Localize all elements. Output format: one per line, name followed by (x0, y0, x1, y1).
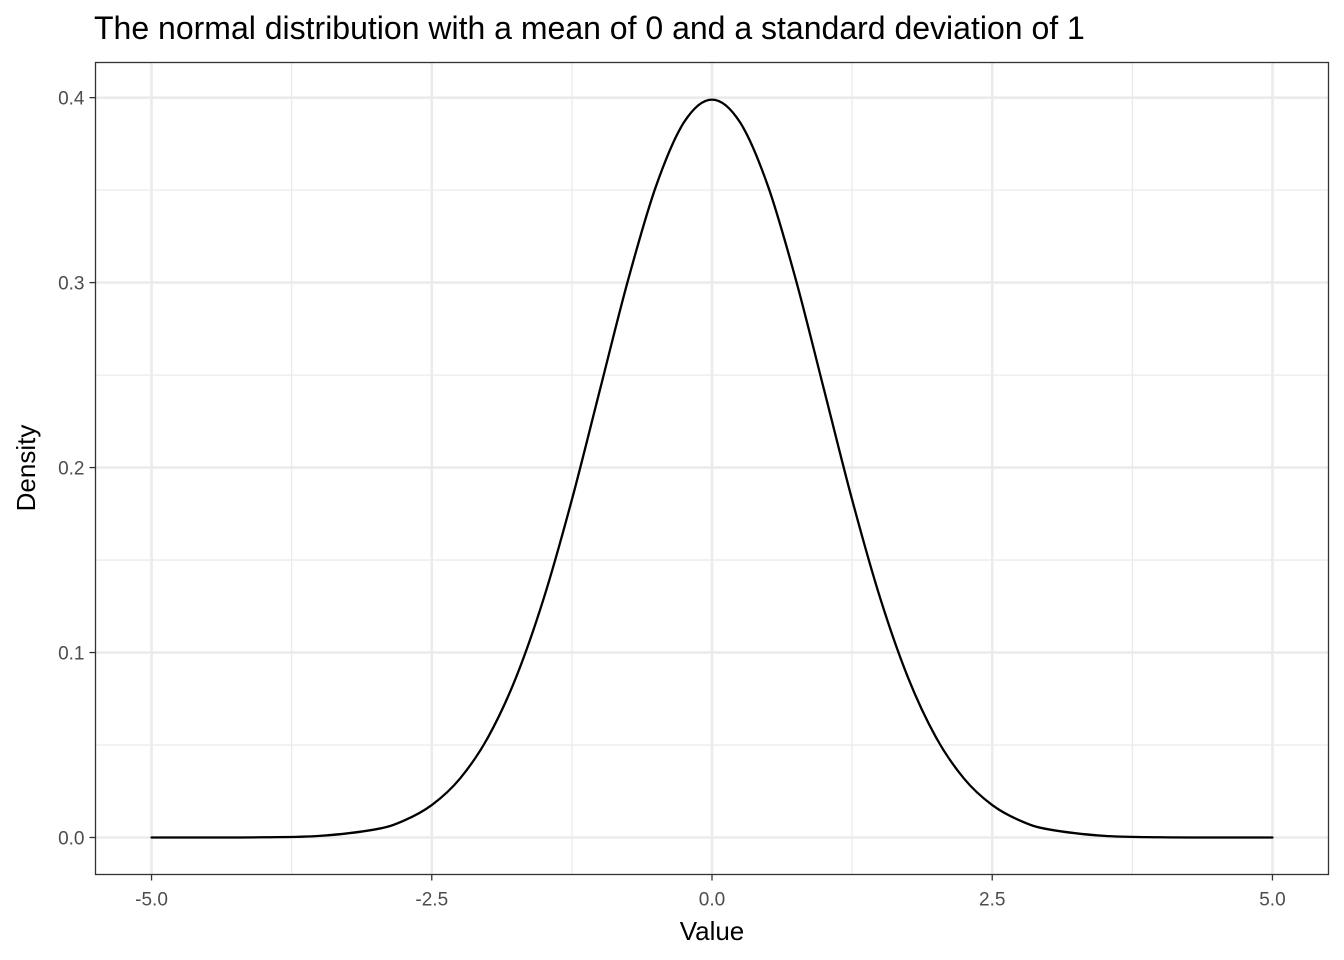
x-axis: -5.0 -2.5 0.0 2.5 5.0 (135, 874, 1286, 911)
x-axis-title: Value (680, 916, 745, 946)
y-tick-label: 0.4 (58, 89, 85, 110)
y-axis-title: Density (11, 425, 41, 512)
x-tick-label: -2.5 (415, 890, 448, 911)
y-tick-label: 0.3 (58, 274, 84, 295)
x-tick-label: 0.0 (699, 890, 725, 911)
y-tick-label: 0.2 (58, 459, 84, 480)
major-gridlines (95, 62, 1329, 875)
chart-title: The normal distribution with a mean of 0… (94, 10, 1085, 46)
x-tick-label: 5.0 (1259, 890, 1285, 911)
density-curve (150, 98, 1274, 839)
y-tick-label: 0.1 (58, 644, 84, 665)
y-axis: 0.0 0.1 0.2 0.3 0.4 (58, 89, 96, 850)
x-tick-label: -5.0 (135, 890, 168, 911)
x-tick-label: 2.5 (979, 890, 1005, 911)
y-tick-label: 0.0 (58, 829, 84, 850)
